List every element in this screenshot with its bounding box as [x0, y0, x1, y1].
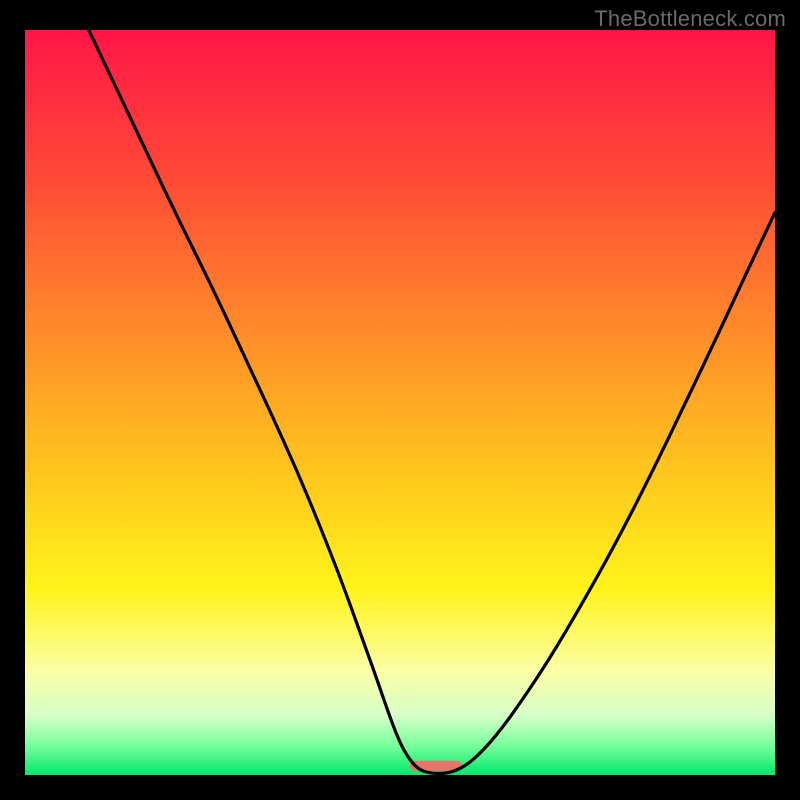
chart-svg — [25, 30, 775, 775]
watermark-text: TheBottleneck.com — [594, 6, 786, 32]
plot-area — [25, 30, 775, 775]
gradient-background — [25, 30, 775, 775]
chart-canvas: TheBottleneck.com — [0, 0, 800, 800]
